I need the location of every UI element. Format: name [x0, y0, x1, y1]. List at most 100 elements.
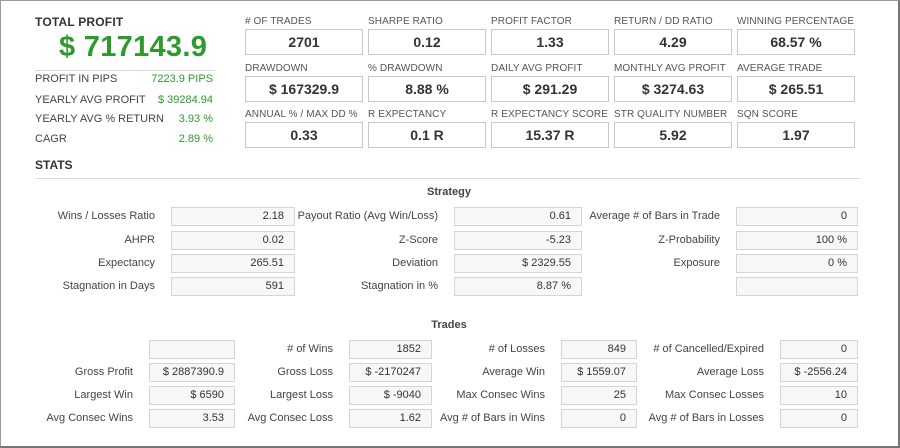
- summary-label: YEARLY AVG PROFIT: [35, 94, 146, 106]
- stat-value-deviation: $ 2329.55: [454, 254, 582, 273]
- tile-average-trade: AVERAGE TRADE $ 265.51: [737, 63, 855, 102]
- tile-value: 4.29: [614, 29, 732, 55]
- tile-label: % DRAWDOWN: [368, 63, 443, 74]
- tile-value: 68.57 %: [737, 29, 855, 55]
- stat-label: Stagnation in %: [360, 280, 438, 292]
- trade-label: Largest Win: [74, 389, 133, 401]
- trade-label: Gross Loss: [277, 366, 333, 378]
- tile-value: $ 291.29: [491, 76, 609, 102]
- stat-label: AHPR: [124, 234, 155, 246]
- tile-value: 1.33: [491, 29, 609, 55]
- trade-label: Avg # of Bars in Wins: [440, 412, 545, 424]
- trade-value-average-loss: $ -2556.24: [780, 363, 858, 382]
- trade-value-empty: [149, 340, 235, 359]
- trade-label: Avg # of Bars in Losses: [648, 412, 764, 424]
- tile-r-expectancy: R EXPECTANCY 0.1 R: [368, 109, 486, 148]
- tile-sharpe-ratio: SHARPE RATIO 0.12: [368, 16, 486, 55]
- tile-r-expectancy-score: R EXPECTANCY SCORE 15.37 R: [491, 109, 609, 148]
- trade-value-avg-bars-in-wins: 0: [561, 409, 637, 428]
- tile-value: 15.37 R: [491, 122, 609, 148]
- tile-profit-factor: PROFIT FACTOR 1.33: [491, 16, 609, 55]
- trade-label: Avg Consec Wins: [46, 412, 133, 424]
- stat-value-expectancy: 265.51: [171, 254, 295, 273]
- tile-monthly-avg-profit: MONTHLY AVG PROFIT $ 3274.63: [614, 63, 732, 102]
- tile-label: STR QUALITY NUMBER: [614, 109, 728, 120]
- tile-label: SQN SCORE: [737, 109, 798, 120]
- stat-label: Z-Probability: [658, 234, 720, 246]
- summary-label: PROFIT IN PIPS: [35, 73, 118, 85]
- trade-value-largest-win: $ 6590: [149, 386, 235, 405]
- stat-label: Wins / Losses Ratio: [57, 210, 155, 222]
- trade-value-gross-profit: $ 2887390.9: [149, 363, 235, 382]
- tile-daily-avg-profit: DAILY AVG PROFIT $ 291.29: [491, 63, 609, 102]
- stat-label: Z-Score: [398, 234, 438, 246]
- trade-value-average-win: $ 1559.07: [561, 363, 637, 382]
- summary-value: 7223.9 PIPS: [151, 73, 213, 85]
- tile-sqn-score: SQN SCORE 1.97: [737, 109, 855, 148]
- trade-label: # of Cancelled/Expired: [653, 343, 764, 355]
- tile-label: PROFIT FACTOR: [491, 16, 572, 27]
- trade-label: # of Wins: [287, 343, 333, 355]
- tile-value: 8.88 %: [368, 76, 486, 102]
- tile-value: 2701: [245, 29, 363, 55]
- summary-value: 3.93 %: [178, 113, 213, 125]
- trade-value-avg-bars-in-losses: 0: [780, 409, 858, 428]
- trades-heading: Trades: [431, 319, 467, 331]
- trade-value-largest-loss: $ -9040: [349, 386, 432, 405]
- trade-label: Largest Loss: [270, 389, 333, 401]
- trade-label: Gross Profit: [74, 366, 133, 378]
- summary-value: 2.89 %: [178, 133, 213, 145]
- tile-winning-percentage: WINNING PERCENTAGE 68.57 %: [737, 16, 855, 55]
- tile-value: $ 265.51: [737, 76, 855, 102]
- trade-value-cancelled-expired: 0: [780, 340, 858, 359]
- tile-value: 0.12: [368, 29, 486, 55]
- trade-label: Max Consec Wins: [456, 389, 545, 401]
- total-profit-value: $ 717143.9: [59, 31, 208, 63]
- stat-label: Exposure: [673, 257, 720, 269]
- trade-value-max-consec-wins: 25: [561, 386, 637, 405]
- summary-label: YEARLY AVG % RETURN: [35, 113, 164, 125]
- tile-value: 1.97: [737, 122, 855, 148]
- stat-value-z-score: -5.23: [454, 231, 582, 250]
- trade-value-avg-consec-wins: 3.53: [149, 409, 235, 428]
- tile-return-dd-ratio: RETURN / DD RATIO 4.29: [614, 16, 732, 55]
- tile-label: DAILY AVG PROFIT: [491, 63, 583, 74]
- summary-label: CAGR: [35, 133, 67, 145]
- tile-label: DRAWDOWN: [245, 63, 308, 74]
- tile-percent-drawdown: % DRAWDOWN 8.88 %: [368, 63, 486, 102]
- stat-value-z-probability: 100 %: [736, 231, 858, 250]
- tile-number-of-trades: # OF TRADES 2701: [245, 16, 363, 55]
- stat-value-avg-bars-in-trade: 0: [736, 207, 858, 226]
- total-profit-title: TOTAL PROFIT: [35, 15, 124, 29]
- trade-value-avg-consec-loss: 1.62: [349, 409, 432, 428]
- stat-value-empty: [736, 277, 858, 296]
- tile-value: $ 167329.9: [245, 76, 363, 102]
- divider: [35, 178, 861, 179]
- stat-value-payout-ratio: 0.61: [454, 207, 582, 226]
- tile-label: ANNUAL % / MAX DD %: [245, 109, 358, 120]
- trade-label: Avg Consec Loss: [247, 412, 333, 424]
- stat-value-ahpr: 0.02: [171, 231, 295, 250]
- tile-label: # OF TRADES: [245, 16, 312, 27]
- divider: [35, 70, 215, 71]
- stat-label: Deviation: [392, 257, 438, 269]
- tile-value: 5.92: [614, 122, 732, 148]
- trade-value-number-of-wins: 1852: [349, 340, 432, 359]
- trade-label: Max Consec Losses: [664, 389, 764, 401]
- tile-value: $ 3274.63: [614, 76, 732, 102]
- trade-label: Average Loss: [696, 366, 764, 378]
- trade-label: # of Losses: [488, 343, 545, 355]
- tile-label: WINNING PERCENTAGE: [737, 16, 855, 27]
- trade-label: Average Win: [482, 366, 545, 378]
- stats-heading: STATS: [35, 158, 73, 172]
- trade-value-number-of-losses: 849: [561, 340, 637, 359]
- summary-value: $ 39284.94: [157, 94, 213, 106]
- tile-label: SHARPE RATIO: [368, 16, 443, 27]
- tile-drawdown: DRAWDOWN $ 167329.9: [245, 63, 363, 102]
- tile-label: R EXPECTANCY: [368, 109, 447, 120]
- stat-label: Average # of Bars in Trade: [589, 210, 720, 222]
- tile-label: AVERAGE TRADE: [737, 63, 823, 74]
- stat-label: Stagnation in Days: [62, 280, 155, 292]
- tile-str-quality-number: STR QUALITY NUMBER 5.92: [614, 109, 732, 148]
